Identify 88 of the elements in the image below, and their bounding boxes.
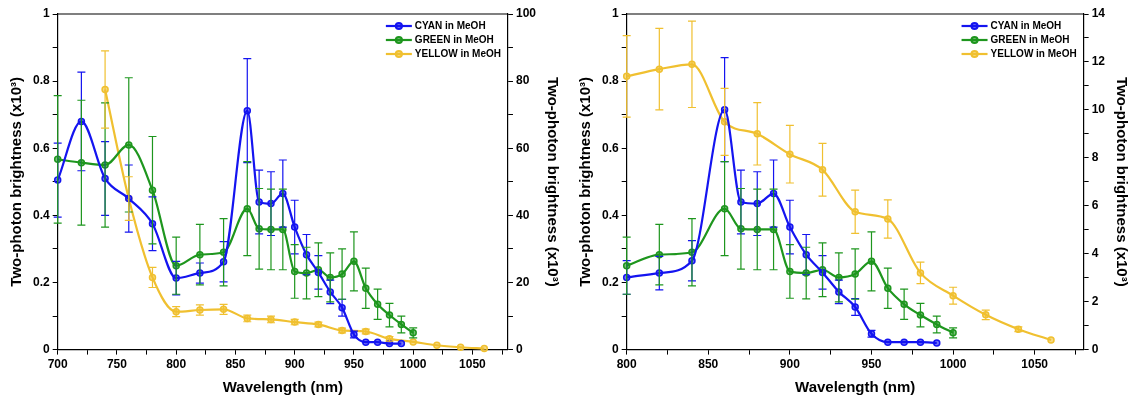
- x-tick-label: 700: [47, 357, 69, 372]
- point: [53, 176, 62, 184]
- y-tick-label: 0.2: [32, 274, 50, 289]
- point: [148, 273, 157, 282]
- point: [397, 339, 406, 348]
- y2-axis-title: Two-photon brightness (x10³): [544, 76, 562, 287]
- point: [622, 261, 631, 270]
- point: [851, 270, 859, 278]
- point: [172, 261, 180, 270]
- x-tick-label: 950: [343, 357, 365, 372]
- point: [373, 300, 382, 309]
- y-tick-label: 0.2: [601, 274, 619, 289]
- point: [385, 311, 394, 319]
- x-tick-label: 900: [284, 357, 306, 372]
- y-tick-label: 0: [611, 341, 619, 356]
- x-tick-label: 1050: [459, 357, 487, 372]
- point: [867, 257, 876, 266]
- point: [77, 158, 86, 167]
- y2-tick-label: 2: [1091, 293, 1099, 308]
- point: [53, 155, 62, 164]
- x-axis-title: Wavelength (nm): [795, 378, 916, 396]
- y2-tick-label: 0: [515, 341, 523, 356]
- y-tick-label: 1: [611, 6, 619, 21]
- y2-tick-label: 100: [515, 6, 537, 21]
- y2-tick-label: 40: [515, 207, 530, 222]
- x-tick-label: 800: [616, 357, 638, 372]
- legend-label: CYAN in MeOH: [990, 19, 1062, 31]
- legend-label: YELLOW in MeOH: [990, 47, 1077, 59]
- x-tick-label: 850: [698, 357, 719, 372]
- y-tick-label: 0: [42, 341, 50, 356]
- y2-tick-label: 10: [1091, 102, 1106, 117]
- y2-axis-title: Two-photon brightness (x10³): [1113, 76, 1131, 287]
- y-tick-label: 0.6: [32, 140, 50, 155]
- point: [753, 225, 761, 234]
- y-tick-label: 1: [42, 6, 50, 21]
- y2-tick-label: 8: [1091, 150, 1099, 165]
- point: [916, 338, 925, 346]
- x-tick-label: 900: [779, 357, 801, 372]
- point: [290, 267, 299, 276]
- point: [916, 311, 925, 319]
- legend-label: CYAN in MeOH: [414, 19, 486, 31]
- point: [851, 303, 859, 311]
- x-tick-label: 950: [861, 357, 882, 372]
- point: [409, 338, 417, 346]
- point: [480, 344, 489, 353]
- y-tick-label: 0.8: [601, 73, 619, 88]
- x-tick-label: 850: [225, 357, 246, 372]
- point: [851, 208, 859, 216]
- y-tick-label: 0.8: [32, 73, 50, 88]
- x-axis-title: Wavelength (nm): [222, 378, 343, 396]
- x-tick-label: 1050: [1021, 357, 1049, 372]
- legend-label: GREEN in MeOH: [414, 33, 494, 45]
- y-tick-label: 0.4: [601, 207, 619, 222]
- point: [125, 141, 133, 149]
- y-axis-title: Two-photon brightness (x10³): [7, 76, 25, 287]
- point: [933, 320, 941, 329]
- legend-label: GREEN in MeOH: [990, 33, 1070, 45]
- point: [884, 338, 892, 346]
- point: [655, 65, 664, 73]
- y2-tick-label: 12: [1091, 54, 1106, 69]
- point: [373, 338, 382, 346]
- x-tick-label: 750: [106, 357, 128, 372]
- point: [362, 338, 370, 346]
- point: [456, 343, 465, 351]
- point: [622, 273, 631, 282]
- legend-label: YELLOW in MeOH: [414, 47, 501, 59]
- point: [900, 338, 908, 346]
- x-tick-label: 1000: [399, 357, 427, 372]
- point: [884, 215, 892, 223]
- point: [622, 72, 631, 81]
- y2-tick-label: 4: [1091, 246, 1099, 261]
- y2-tick-label: 20: [515, 274, 530, 289]
- y-tick-label: 0.6: [601, 140, 619, 155]
- point: [933, 339, 941, 347]
- y-tick-label: 0.4: [32, 207, 50, 222]
- y2-tick-label: 80: [515, 73, 530, 88]
- x-tick-label: 800: [166, 357, 187, 372]
- point: [720, 204, 729, 213]
- point: [884, 284, 892, 292]
- point: [397, 320, 406, 329]
- y2-tick-label: 6: [1091, 198, 1099, 213]
- x-tick-label: 1000: [939, 357, 967, 372]
- point: [1047, 336, 1055, 344]
- y2-tick-label: 0: [1091, 341, 1099, 356]
- y2-tick-label: 14: [1091, 6, 1106, 21]
- point: [433, 341, 441, 349]
- y2-tick-label: 60: [515, 140, 530, 155]
- y-axis-title: Two-photon brightness (x10³): [576, 76, 594, 287]
